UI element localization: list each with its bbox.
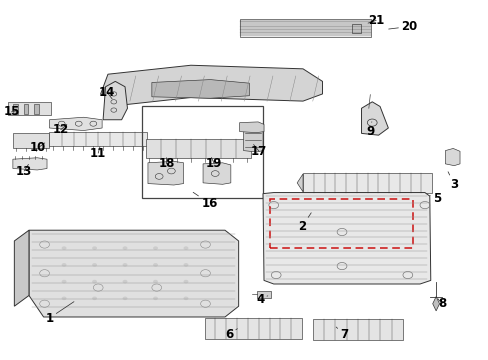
Circle shape — [153, 263, 158, 267]
Text: 16: 16 — [193, 192, 217, 210]
Polygon shape — [29, 230, 238, 317]
Circle shape — [61, 280, 66, 283]
Circle shape — [122, 280, 127, 283]
Polygon shape — [13, 158, 47, 170]
Text: 8: 8 — [437, 297, 445, 310]
Polygon shape — [361, 102, 387, 135]
Circle shape — [92, 246, 97, 250]
Circle shape — [61, 297, 66, 300]
Polygon shape — [432, 297, 439, 311]
Text: 12: 12 — [52, 123, 69, 136]
Bar — [239, 19, 370, 37]
Polygon shape — [103, 81, 127, 120]
Circle shape — [153, 280, 158, 283]
Polygon shape — [297, 174, 303, 192]
Bar — [351, 24, 360, 33]
Text: 18: 18 — [158, 157, 174, 170]
Polygon shape — [49, 117, 102, 131]
Text: 4: 4 — [255, 293, 267, 306]
Text: 7: 7 — [335, 327, 348, 341]
Text: 20: 20 — [388, 20, 417, 33]
Bar — [13, 104, 18, 114]
Bar — [34, 104, 39, 114]
Bar — [146, 139, 250, 158]
Bar — [270, 199, 412, 248]
Circle shape — [183, 246, 188, 250]
Text: 9: 9 — [366, 122, 374, 138]
Text: 1: 1 — [45, 302, 74, 325]
Circle shape — [61, 263, 66, 267]
Text: 13: 13 — [16, 165, 32, 177]
Text: 2: 2 — [297, 213, 310, 233]
Circle shape — [122, 297, 127, 300]
Polygon shape — [243, 128, 263, 152]
Text: 3: 3 — [447, 172, 457, 191]
Circle shape — [92, 280, 97, 283]
Polygon shape — [263, 193, 430, 284]
Bar — [13, 134, 49, 148]
Text: 14: 14 — [99, 86, 115, 99]
Bar — [8, 102, 51, 116]
Bar — [23, 104, 28, 114]
Polygon shape — [203, 163, 230, 184]
Bar — [142, 107, 263, 198]
Text: 21: 21 — [367, 14, 384, 27]
Circle shape — [153, 297, 158, 300]
Bar — [204, 318, 302, 338]
Bar — [256, 291, 271, 298]
Polygon shape — [239, 122, 264, 133]
Text: 6: 6 — [224, 328, 237, 341]
Circle shape — [61, 246, 66, 250]
Circle shape — [122, 263, 127, 267]
Circle shape — [183, 280, 188, 283]
Circle shape — [122, 246, 127, 250]
Text: 19: 19 — [205, 157, 222, 170]
Polygon shape — [101, 65, 322, 105]
Polygon shape — [14, 230, 29, 306]
Bar — [49, 132, 147, 146]
Bar — [303, 173, 431, 193]
Circle shape — [92, 297, 97, 300]
Polygon shape — [445, 148, 459, 166]
Circle shape — [92, 263, 97, 267]
Polygon shape — [152, 80, 249, 98]
Circle shape — [153, 246, 158, 250]
Text: 10: 10 — [30, 141, 46, 154]
Circle shape — [183, 263, 188, 267]
Polygon shape — [148, 161, 183, 185]
Text: 17: 17 — [250, 144, 267, 158]
Text: 11: 11 — [90, 147, 106, 159]
Text: 5: 5 — [429, 192, 440, 205]
Bar — [312, 319, 402, 339]
Text: 15: 15 — [3, 105, 20, 118]
Circle shape — [183, 297, 188, 300]
